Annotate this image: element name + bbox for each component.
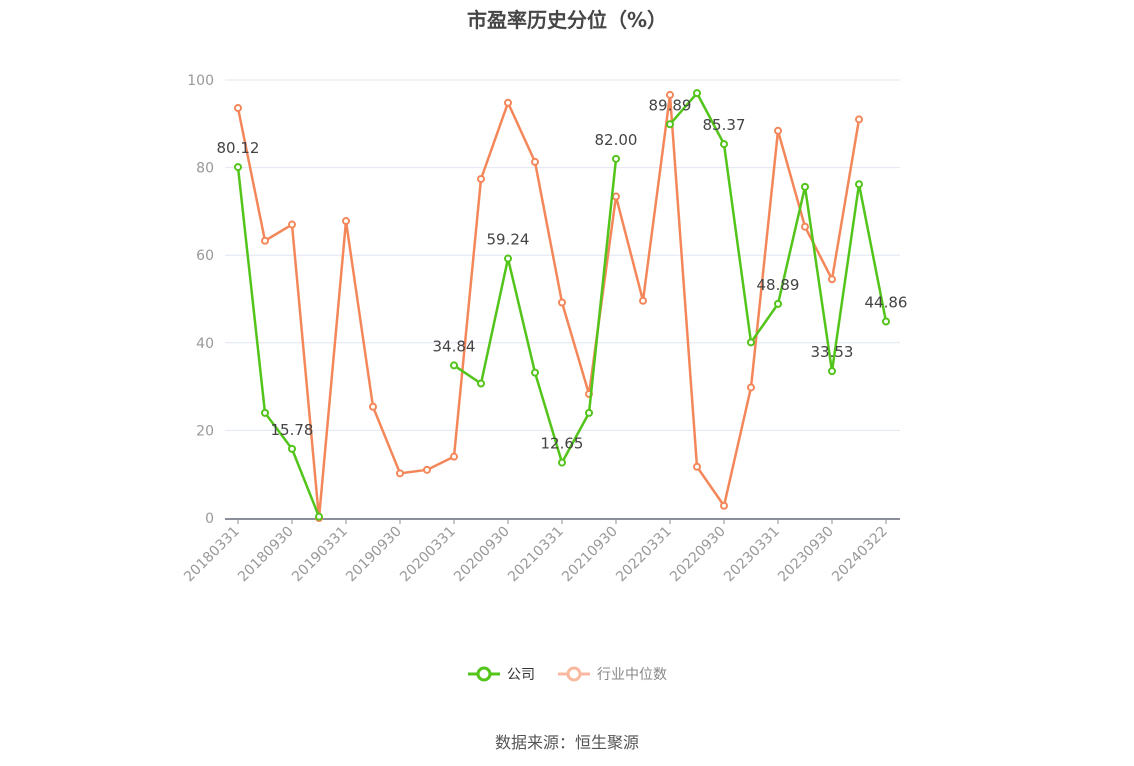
x-tick-label: 20210930 (559, 524, 621, 586)
legend-item-industry[interactable]: 行业中位数 (557, 664, 667, 684)
company-point[interactable] (531, 368, 539, 377)
industry-point[interactable] (396, 469, 404, 478)
company-point[interactable] (666, 120, 674, 129)
x-tick-label: 20210331 (505, 524, 567, 586)
legend-company-label: 公司 (507, 667, 535, 683)
industry-point[interactable] (342, 217, 350, 226)
industry-point[interactable] (801, 222, 809, 231)
data-label: 80.12 (217, 139, 260, 157)
data-label: 44.86 (865, 294, 908, 312)
company-point[interactable] (504, 254, 512, 263)
grid-lines (225, 79, 900, 431)
x-tick-label: 20200930 (451, 524, 513, 586)
company-point[interactable] (828, 367, 836, 376)
data-label: 48.89 (757, 276, 800, 294)
company-point[interactable] (234, 163, 242, 172)
legend-company-icon (468, 666, 500, 682)
y-tick-label: 20 (196, 423, 214, 439)
company-point[interactable] (315, 512, 323, 521)
industry-point[interactable] (369, 402, 377, 411)
legend-industry-label: 行业中位数 (597, 667, 667, 683)
company-point[interactable] (693, 89, 701, 98)
company-point[interactable] (261, 408, 269, 417)
company-point[interactable] (882, 317, 890, 326)
industry-point[interactable] (855, 115, 863, 124)
data-label: 59.24 (487, 231, 530, 249)
y-tick-label: 100 (187, 73, 214, 89)
industry-point[interactable] (828, 275, 836, 284)
series-company-line[interactable] (234, 89, 890, 521)
chart-title: 市盈率历史分位（%） (466, 8, 668, 32)
industry-point[interactable] (612, 192, 620, 201)
industry-point[interactable] (639, 296, 647, 305)
data-label: 34.84 (433, 337, 476, 355)
data-label: 12.65 (541, 435, 584, 453)
industry-point[interactable] (234, 104, 242, 113)
data-label: 82.00 (595, 131, 638, 149)
company-line-segment (236, 166, 321, 518)
legend-industry-icon (558, 666, 590, 682)
industry-point[interactable] (720, 501, 728, 510)
company-point[interactable] (450, 361, 458, 370)
y-tick-label: 40 (196, 336, 214, 352)
industry-point[interactable] (261, 236, 269, 245)
industry-point[interactable] (531, 157, 539, 166)
data-label: 85.37 (703, 116, 746, 134)
industry-point[interactable] (288, 220, 296, 229)
industry-point[interactable] (747, 383, 755, 392)
company-point[interactable] (747, 338, 755, 347)
industry-point[interactable] (504, 98, 512, 107)
data-label: 89.89 (649, 96, 692, 114)
x-tick-label: 20220930 (667, 524, 729, 586)
company-point[interactable] (612, 154, 620, 163)
x-axis: 2018033120180930201903312019093020200331… (181, 518, 900, 586)
industry-point[interactable] (477, 174, 485, 183)
y-axis-labels: 0 20 40 60 80 100 (187, 73, 214, 527)
x-tick-label: 20230930 (775, 524, 837, 586)
company-point[interactable] (585, 408, 593, 417)
x-tick-label: 20190331 (289, 524, 351, 586)
industry-point[interactable] (774, 126, 782, 135)
y-tick-label: 60 (196, 248, 214, 264)
data-label: 15.78 (271, 421, 314, 439)
x-tick-label: 20180930 (235, 524, 297, 586)
y-tick-label: 0 (205, 511, 214, 527)
x-tick-label: 20180331 (181, 524, 243, 586)
x-tick-label: 20200331 (397, 524, 459, 586)
line-chart: 0 20 40 60 80 100 201803312018093020190331201… (181, 73, 908, 586)
industry-point[interactable] (666, 90, 674, 99)
company-point[interactable] (558, 458, 566, 467)
series-industry-line[interactable] (234, 90, 863, 522)
legend-item-company[interactable]: 公司 (467, 664, 535, 684)
company-point[interactable] (288, 444, 296, 453)
company-point[interactable] (855, 180, 863, 189)
company-point[interactable] (774, 299, 782, 308)
industry-line-segment (236, 93, 861, 520)
data-labels: 80.12 15.78 34.84 59.24 12.65 82.00 89.89 85.37… (217, 96, 908, 452)
x-tick-label: 20190930 (343, 524, 405, 586)
industry-point[interactable] (558, 298, 566, 307)
x-tick-label: 20230331 (721, 524, 783, 586)
company-point[interactable] (801, 182, 809, 191)
industry-point[interactable] (450, 452, 458, 461)
data-source: 数据来源：恒生聚源 (494, 733, 639, 752)
y-tick-label: 80 (196, 161, 214, 177)
x-tick-label: 20220331 (613, 524, 675, 586)
data-label: 33.53 (811, 343, 854, 361)
legend: 公司 行业中位数 (0, 664, 1134, 684)
company-point[interactable] (720, 140, 728, 149)
x-tick-label: 20240322 (829, 524, 891, 586)
company-point[interactable] (477, 379, 485, 388)
industry-point[interactable] (423, 465, 431, 474)
industry-point[interactable] (693, 462, 701, 471)
